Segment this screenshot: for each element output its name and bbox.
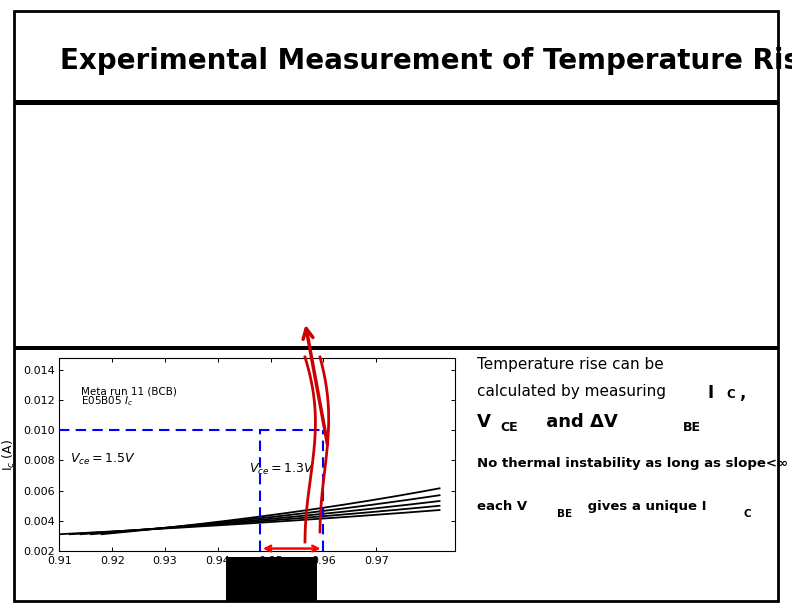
Text: Temperature rise can be: Temperature rise can be (478, 357, 664, 372)
Text: $V_{ce} = 1.3V$: $V_{ce} = 1.3V$ (249, 461, 315, 477)
Text: ,: , (739, 384, 745, 401)
Text: $V_{ce} = 1.5V$: $V_{ce} = 1.5V$ (70, 452, 135, 467)
X-axis label: V$_{be}$ (V): V$_{be}$ (V) (236, 571, 279, 588)
Text: each V: each V (478, 501, 527, 513)
Text: Experimental Measurement of Temperature Rise: Experimental Measurement of Temperature … (60, 47, 792, 75)
Text: C: C (726, 388, 735, 401)
Text: Meta run 11 (BCB): Meta run 11 (BCB) (81, 387, 177, 397)
Text: CE: CE (501, 420, 518, 434)
Text: gives a unique I: gives a unique I (583, 501, 706, 513)
Text: BE: BE (683, 420, 701, 434)
Y-axis label: I$_c$ (A): I$_c$ (A) (1, 438, 17, 471)
Text: No thermal instability as long as slope<∞: No thermal instability as long as slope<… (478, 457, 788, 470)
Text: C: C (744, 509, 751, 520)
Text: I: I (708, 384, 714, 401)
Text: BE: BE (557, 509, 572, 520)
Text: calculated by measuring: calculated by measuring (478, 384, 672, 398)
Text: V: V (478, 414, 491, 431)
Text: E05B05 $\mathit{I_c}$: E05B05 $\mathit{I_c}$ (81, 394, 133, 408)
Text: and ΔV: and ΔV (539, 414, 617, 431)
